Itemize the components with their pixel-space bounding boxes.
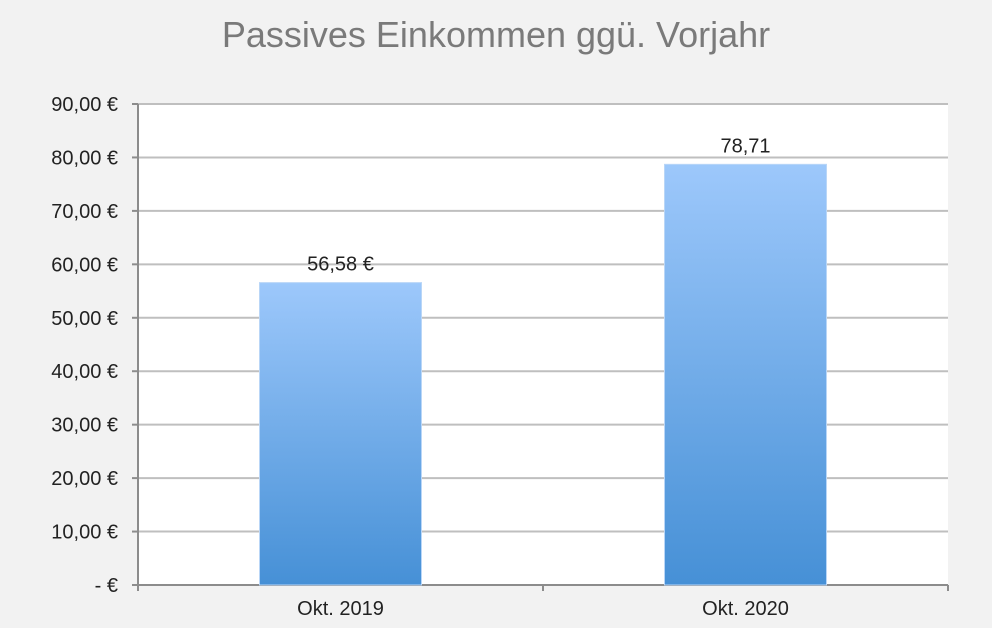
- bar: [664, 163, 827, 586]
- y-tick-label: 90,00 €: [51, 94, 118, 116]
- bar-data-label: 78,71: [720, 135, 770, 157]
- x-tick-label: Okt. 2020: [702, 598, 789, 620]
- bars: [259, 163, 827, 586]
- bar-data-label: 56,58 €: [307, 254, 374, 276]
- labels: - € 10,00 € 20,00 € 30,00 € 40,00 € 50,00 € 60…: [51, 94, 789, 620]
- bar: [259, 282, 422, 586]
- y-tick-label: 60,00 €: [51, 254, 118, 276]
- y-tick-label: 20,00 €: [51, 468, 118, 490]
- y-tick-label: 70,00 €: [51, 201, 118, 223]
- y-tick-label: 10,00 €: [51, 522, 118, 544]
- chart-title: Passives Einkommen ggü. Vorjahr: [221, 14, 771, 55]
- y-tick-label: 50,00 €: [51, 308, 118, 330]
- y-tick-label: 40,00 €: [51, 361, 118, 383]
- y-tick-label: - €: [95, 575, 118, 597]
- x-tick-label: Okt. 2019: [297, 598, 384, 620]
- y-tick-label: 30,00 €: [51, 415, 118, 437]
- y-tick-label: 80,00 €: [51, 147, 118, 169]
